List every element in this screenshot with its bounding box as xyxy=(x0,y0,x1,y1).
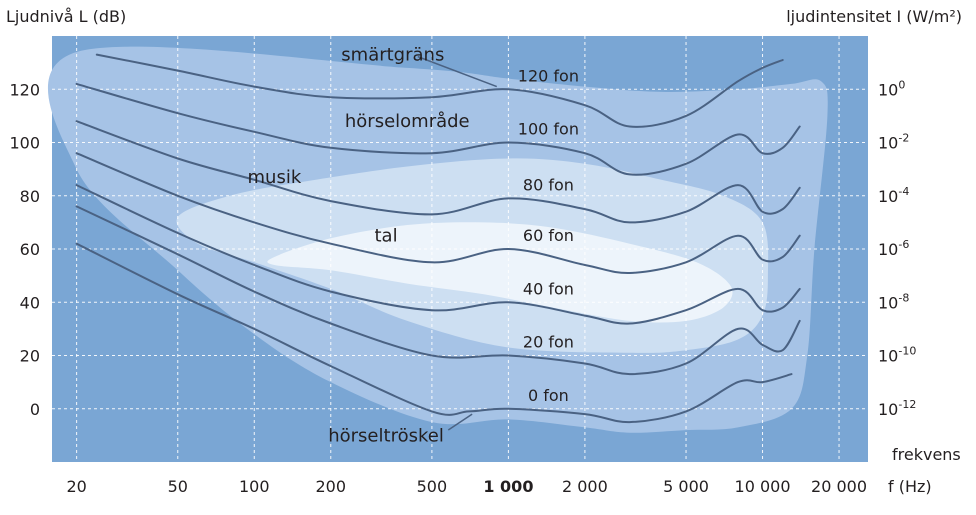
loudness-curve-5 xyxy=(75,82,801,176)
y2-tick-labels: 10-12 10-10 10-8 10-6 10-4 10-2 100 xyxy=(878,78,916,419)
curve-label-3: 60 fon xyxy=(523,226,574,245)
x-tick-label: 20 xyxy=(66,477,86,496)
loudness-curve-1 xyxy=(75,205,801,376)
curve-label-2: 40 fon xyxy=(523,279,574,298)
curve-label-5: 100 fon xyxy=(518,120,579,139)
curve-label-4: 80 fon xyxy=(523,175,574,194)
hearing-threshold-label: hörseltröskel xyxy=(328,425,444,446)
x-axis-title: frekvens xyxy=(892,445,961,464)
loudness-curve-4 xyxy=(75,120,801,224)
music-label: musik xyxy=(248,167,302,188)
curve-label-0: 0 fon xyxy=(528,386,569,405)
loudness-curve-6 xyxy=(95,53,784,128)
hearing-area-label: hörselområde xyxy=(345,111,470,132)
x-tick-label: 50 xyxy=(168,477,188,496)
y2-tick-label: 10-6 xyxy=(878,238,909,259)
y-tick-labels: 0 20 40 60 80 100 120 xyxy=(9,80,40,419)
y2-tick-label: 10-10 xyxy=(878,345,916,366)
x-axis-unit: f (Hz) xyxy=(888,477,932,496)
loudness-curve-2 xyxy=(75,184,801,325)
y2-tick-label: 10-12 xyxy=(878,398,916,419)
y-tick-label: 60 xyxy=(20,240,40,259)
loudness-curve-3 xyxy=(75,152,801,275)
y-tick-label: 0 xyxy=(30,400,40,419)
y2-tick-label: 10-4 xyxy=(878,185,909,206)
y-tick-label: 80 xyxy=(20,187,40,206)
y2-axis-title: ljudintensitet I (W/m²) xyxy=(786,7,962,26)
speech-label: tal xyxy=(374,226,397,247)
y2-tick-label: 10-8 xyxy=(878,291,909,312)
x-tick-label: 2 000 xyxy=(562,477,608,496)
hearing-threshold-leader-line xyxy=(447,413,473,431)
y2-tick-label: 10-2 xyxy=(878,132,909,153)
grid-lines xyxy=(52,36,868,462)
y-tick-label: 100 xyxy=(9,134,40,153)
pain-threshold-leader-line xyxy=(417,55,498,88)
y2-tick-label: 100 xyxy=(878,78,905,99)
y-tick-label: 40 xyxy=(20,293,40,312)
x-tick-label: 10 000 xyxy=(735,477,791,496)
y-tick-label: 120 xyxy=(9,80,40,99)
loudness-curves xyxy=(75,53,801,424)
x-tick-labels: 20 50 100 200 500 1 000 2 000 5 000 10 000 20 000 xyxy=(66,477,867,496)
curve-labels: 0 fon 20 fon 40 fon 60 fon 80 fon 100 fon 120 … xyxy=(518,66,579,405)
pain-threshold-label: smärtgräns xyxy=(341,45,444,66)
curve-label-6: 120 fon xyxy=(518,66,579,85)
x-tick-label: 1 000 xyxy=(483,477,533,496)
loudness-curve-0 xyxy=(75,242,793,424)
speech-area-region xyxy=(267,222,733,323)
y-axis-title: Ljudnivå L (dB) xyxy=(6,7,126,26)
x-tick-label: 20 000 xyxy=(811,477,867,496)
x-tick-label: 500 xyxy=(417,477,448,496)
x-tick-label: 100 xyxy=(239,477,270,496)
x-tick-label: 5 000 xyxy=(663,477,709,496)
y-tick-label: 20 xyxy=(20,347,40,366)
x-tick-label: 200 xyxy=(315,477,346,496)
curve-label-1: 20 fon xyxy=(523,333,574,352)
